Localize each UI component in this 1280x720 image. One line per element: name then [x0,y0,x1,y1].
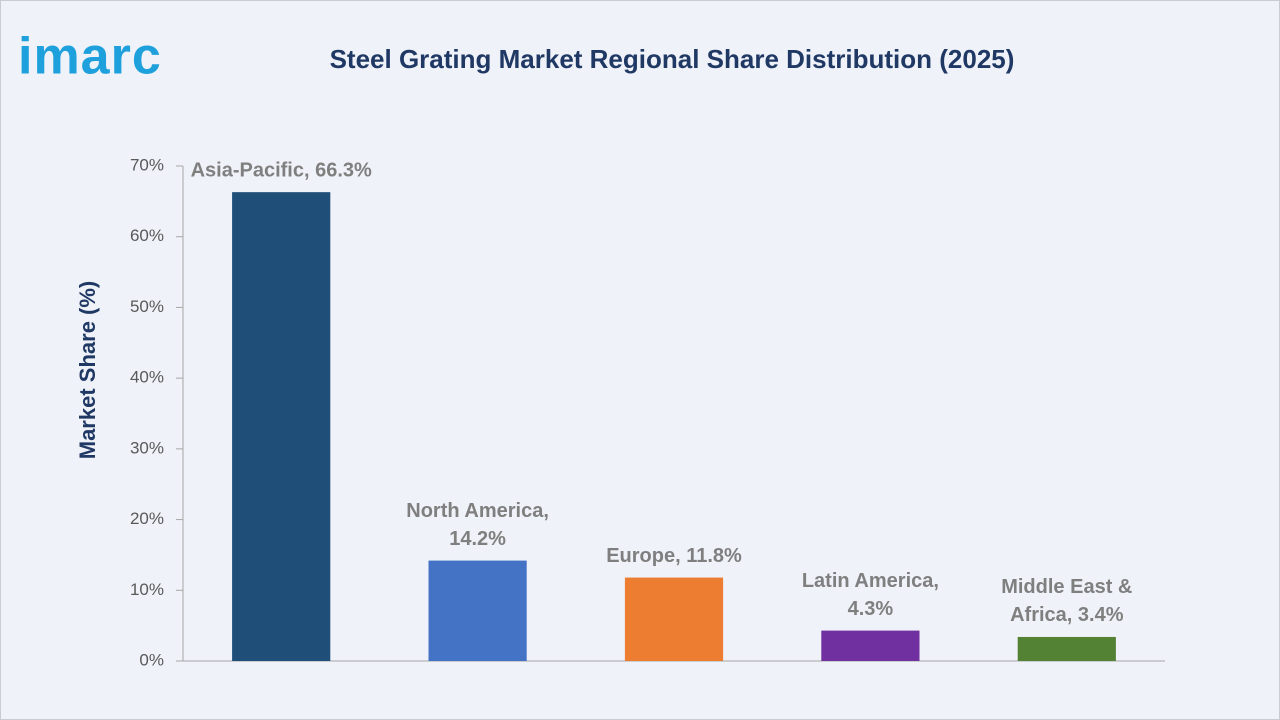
bar [821,630,920,661]
logo: imarc [18,28,162,86]
y-tick-label: 60% [130,226,164,245]
data-label: Asia-Pacific, 66.3% [191,159,372,181]
data-label: Europe, 11.8% [606,545,742,567]
chart-title: Steel Grating Market Regional Share Dist… [330,44,1015,74]
y-tick-label: 40% [130,368,164,387]
data-label: Latin America, [802,570,939,592]
data-label: 4.3% [848,598,894,620]
data-label: North America, [406,500,549,522]
y-tick-label: 30% [130,438,164,457]
y-tick-label: 0% [139,650,164,669]
data-label: 14.2% [449,528,506,550]
bar [1017,636,1116,661]
bar [428,560,527,661]
bar [232,192,331,661]
bar [624,577,724,661]
data-label: Africa, 3.4% [1010,604,1124,626]
y-axis-label: Market Share (%) [75,281,100,460]
data-label: Middle East & [1001,576,1132,598]
y-tick-label: 70% [130,155,164,174]
y-tick-label: 10% [130,580,164,599]
y-tick-label: 50% [130,297,164,316]
y-tick-label: 20% [130,509,164,528]
